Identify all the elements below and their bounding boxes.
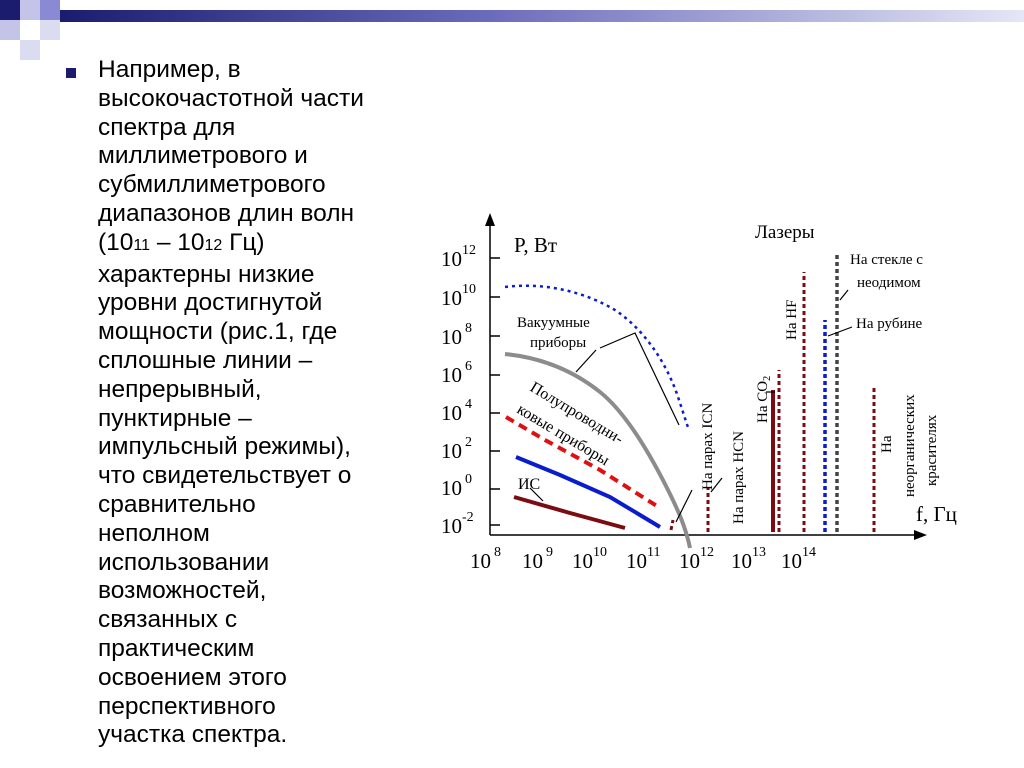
- y-tick-label: 10 0: [441, 472, 472, 500]
- y-tick-label: 10 4: [441, 397, 472, 425]
- y-tick-label: 10 6: [441, 359, 472, 387]
- vacuum-cw-curve: [504, 352, 692, 549]
- icn-label: На парах ICN: [700, 403, 716, 490]
- ic-leader-line: [529, 487, 544, 502]
- y-tick-label: 1012: [441, 243, 476, 271]
- hcn-leader-line: [710, 477, 723, 493]
- glass-label: На стекле с: [850, 252, 923, 268]
- inorganic-label: На: [879, 435, 895, 453]
- icn-leader-line: [675, 489, 693, 523]
- deco-square-blue: [40, 0, 60, 20]
- vacuum-leader-line: [599, 332, 680, 426]
- glass-leader-line: [839, 289, 849, 301]
- x-tick-label: 1014: [781, 545, 816, 573]
- deco-square-pale: [20, 40, 40, 60]
- vacuum-label: Вакуумные: [517, 315, 590, 331]
- deco-square-navy: [0, 0, 20, 20]
- semiconductor-cw-line: [515, 455, 662, 529]
- x-tick-label: 10 9: [522, 545, 553, 573]
- bullet-square-icon: [66, 68, 76, 78]
- ruby-leader-line: [827, 326, 853, 337]
- glass-label: неодимом: [857, 275, 921, 291]
- y-axis-arrow-icon: [485, 213, 495, 226]
- y-tick-label: 1010: [441, 282, 476, 310]
- header-gradient-bar: [60, 10, 1024, 22]
- x-tick-label: 1012: [679, 545, 714, 573]
- y-tick-label: 10-2: [441, 510, 474, 538]
- hf-label: На HF: [784, 300, 800, 340]
- inorganic-label: красителях: [924, 414, 940, 486]
- y-tick-label: 10 8: [441, 321, 472, 349]
- y-tick-label: 10 2: [441, 435, 472, 463]
- ic-line: [513, 495, 626, 530]
- x-axis-label: f, Гц: [916, 502, 957, 526]
- deco-square-lavender: [0, 20, 20, 40]
- ic-label: ИС: [518, 476, 540, 493]
- laser-icn-line: [669, 519, 675, 531]
- x-axis-arrow-icon: [914, 530, 927, 540]
- vacuum-pulsed-curve: [504, 284, 691, 431]
- slide-paragraph: Например, в высокочастотной части спектра …: [98, 56, 364, 749]
- x-tick-label: 1011: [626, 545, 660, 573]
- deco-square-pale: [40, 20, 60, 40]
- lasers-label: Лазеры: [755, 222, 815, 243]
- vacuum-label: приборы: [530, 335, 586, 351]
- y-tick-marks: [490, 257, 500, 526]
- semiconductor-pulsed-line: [504, 415, 662, 510]
- x-tick-label: 1013: [731, 545, 766, 573]
- vacuum-leader-line: [575, 349, 597, 373]
- y-axis-label: P, Вт: [514, 233, 557, 257]
- deco-square-lavender: [20, 0, 40, 20]
- x-tick-label: 1010: [572, 545, 607, 573]
- ruby-label: На рубине: [856, 316, 923, 332]
- hcn-label: На парах HCN: [731, 431, 747, 524]
- co2-label: На CO2: [755, 376, 773, 423]
- x-tick-label: 10 8: [470, 545, 501, 573]
- inorganic-label: неорганических: [902, 394, 918, 497]
